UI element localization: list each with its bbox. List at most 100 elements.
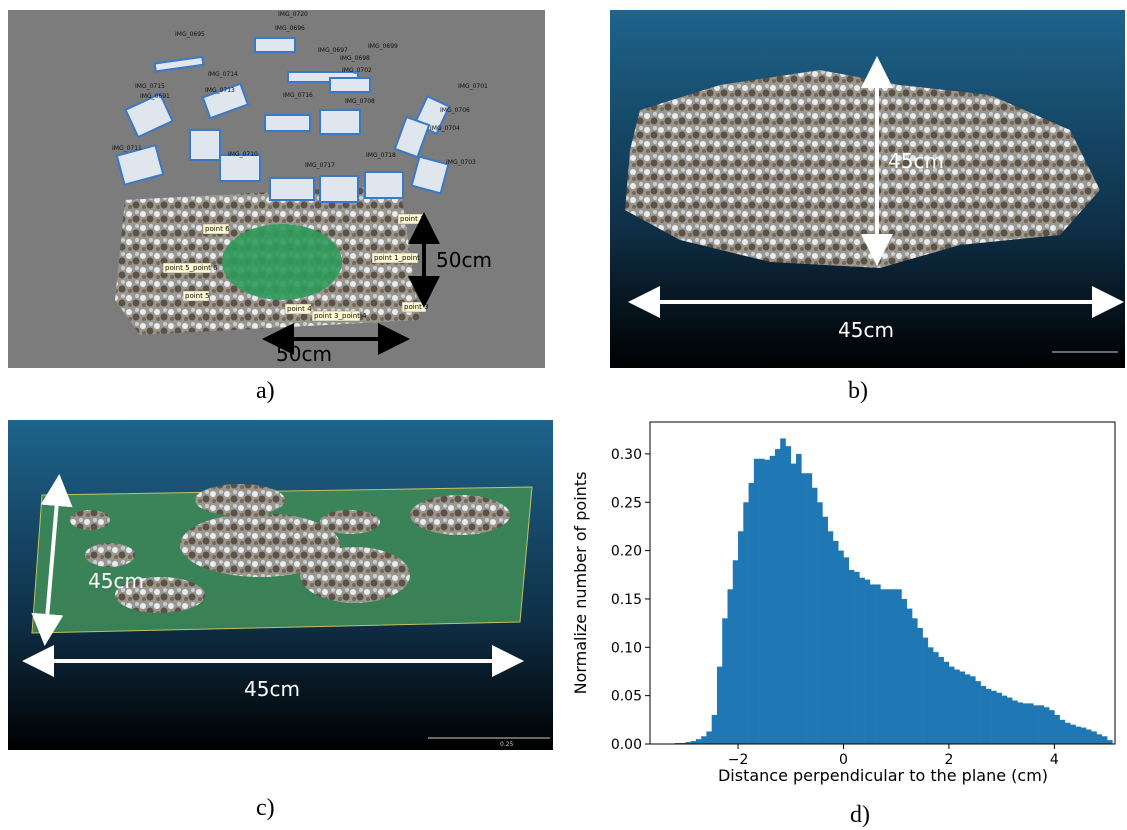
- camera-label: IMG_0691: [140, 93, 170, 100]
- bar: [1107, 740, 1113, 744]
- annotation: 45cm: [244, 677, 300, 701]
- bar: [833, 541, 839, 744]
- bar: [754, 459, 760, 744]
- y-tick-label: 0.30: [611, 447, 642, 463]
- bar: [828, 531, 834, 744]
- camera-label: IMG_0704: [430, 125, 460, 132]
- bar: [1007, 698, 1013, 744]
- bar: [843, 557, 849, 744]
- camera-label: IMG_0708: [345, 98, 375, 105]
- marker-label: point 5_point 6: [165, 264, 218, 272]
- bar: [954, 670, 960, 744]
- bar: [822, 517, 828, 744]
- bar: [780, 438, 786, 744]
- y-tick-label: 0.20: [611, 544, 642, 560]
- annotation: 45cm: [838, 318, 894, 342]
- scale-label: 0.25: [500, 741, 514, 748]
- bar: [759, 459, 765, 744]
- bar: [1044, 707, 1050, 744]
- bar: [1086, 729, 1092, 744]
- figure: IMG_0720 IMG_0696 IMG_0695 IMG_0697 IMG_…: [0, 0, 1127, 830]
- bar: [1017, 702, 1023, 744]
- panel-label: a): [256, 378, 275, 404]
- bar: [938, 657, 944, 744]
- camera-label: IMG_0713: [205, 87, 235, 94]
- panel-label: b): [848, 378, 868, 404]
- camera-label: IMG_0698: [340, 55, 370, 62]
- bar: [738, 531, 744, 744]
- bar: [901, 599, 907, 744]
- annotation: 50cm: [276, 342, 332, 366]
- bar: [1081, 728, 1087, 744]
- camera-label: IMG_0696: [275, 25, 305, 32]
- camera-label: IMG_0699: [368, 43, 398, 50]
- camera-label: IMG_0715: [135, 83, 165, 90]
- bar: [1002, 696, 1008, 744]
- bar: [817, 502, 823, 744]
- annotation: 45cm: [888, 149, 944, 173]
- camera-label: IMG_0706: [440, 107, 470, 114]
- marker-label: point 4: [287, 305, 312, 313]
- bar: [991, 691, 997, 744]
- bar: [1097, 734, 1103, 744]
- x-axis-label: Distance perpendicular to the plane (cm): [718, 766, 1048, 785]
- camera-label: IMG_0697: [318, 47, 348, 54]
- panel-label: d): [850, 802, 870, 828]
- x-tick-label: 2: [944, 752, 953, 768]
- panel-b: 45cm 45cm b): [610, 10, 1125, 404]
- panel-a: IMG_0720 IMG_0696 IMG_0695 IMG_0697 IMG_…: [8, 10, 545, 404]
- bar: [970, 676, 976, 744]
- marker-label: point 5: [185, 292, 210, 300]
- camera-label: IMG_0702: [342, 67, 372, 74]
- bar: [891, 589, 897, 744]
- bar: [1023, 703, 1029, 744]
- bar: [791, 464, 797, 744]
- bar: [880, 589, 886, 744]
- bar: [912, 618, 918, 744]
- bar: [875, 584, 881, 744]
- annotation: 45cm: [88, 569, 144, 593]
- marker-label: point 3: [404, 303, 429, 311]
- bar: [1102, 736, 1108, 744]
- bar: [996, 693, 1002, 744]
- bar: [959, 671, 965, 744]
- bar: [865, 580, 871, 744]
- bar: [775, 449, 781, 744]
- bar: [733, 560, 739, 744]
- camera-label: IMG_0718: [366, 152, 396, 159]
- bar: [706, 731, 712, 744]
- bar: [1060, 720, 1066, 744]
- bar: [1049, 710, 1055, 744]
- bar: [917, 628, 923, 744]
- bar: [1028, 703, 1034, 744]
- camera-label: IMG_0717: [305, 162, 335, 169]
- x-tick-label: 4: [1050, 752, 1059, 768]
- camera-label: IMG_0710: [228, 151, 258, 158]
- bar: [728, 589, 734, 744]
- target-area: [222, 224, 342, 300]
- bar: [796, 454, 802, 744]
- y-tick-label: 0.10: [611, 640, 642, 656]
- y-tick-label: 0.05: [611, 689, 642, 705]
- panel-c: 45cm 45cm 0.25 c): [8, 420, 553, 821]
- bar: [749, 483, 755, 744]
- annotation: 50cm: [436, 248, 492, 272]
- bar: [764, 460, 770, 744]
- panel-d: Normalize number of points Distance perp…: [571, 422, 1115, 828]
- bar: [701, 736, 707, 744]
- bar: [949, 667, 955, 744]
- marker-label: point 3_point 4: [314, 312, 367, 320]
- camera-label: IMG_0695: [175, 31, 205, 38]
- marker-label: point 1: [400, 215, 425, 223]
- bar: [812, 488, 818, 744]
- bar: [770, 456, 776, 744]
- camera-label: IMG_0716: [283, 92, 313, 99]
- camera-label: IMG_0701: [458, 83, 488, 90]
- bar: [854, 572, 860, 744]
- bar: [849, 570, 855, 744]
- bar: [933, 652, 939, 744]
- bar: [886, 589, 892, 744]
- camera-label: IMG_0714: [208, 71, 238, 78]
- x-tick-label: −2: [728, 752, 749, 768]
- camera-label: IMG_0703: [446, 159, 476, 166]
